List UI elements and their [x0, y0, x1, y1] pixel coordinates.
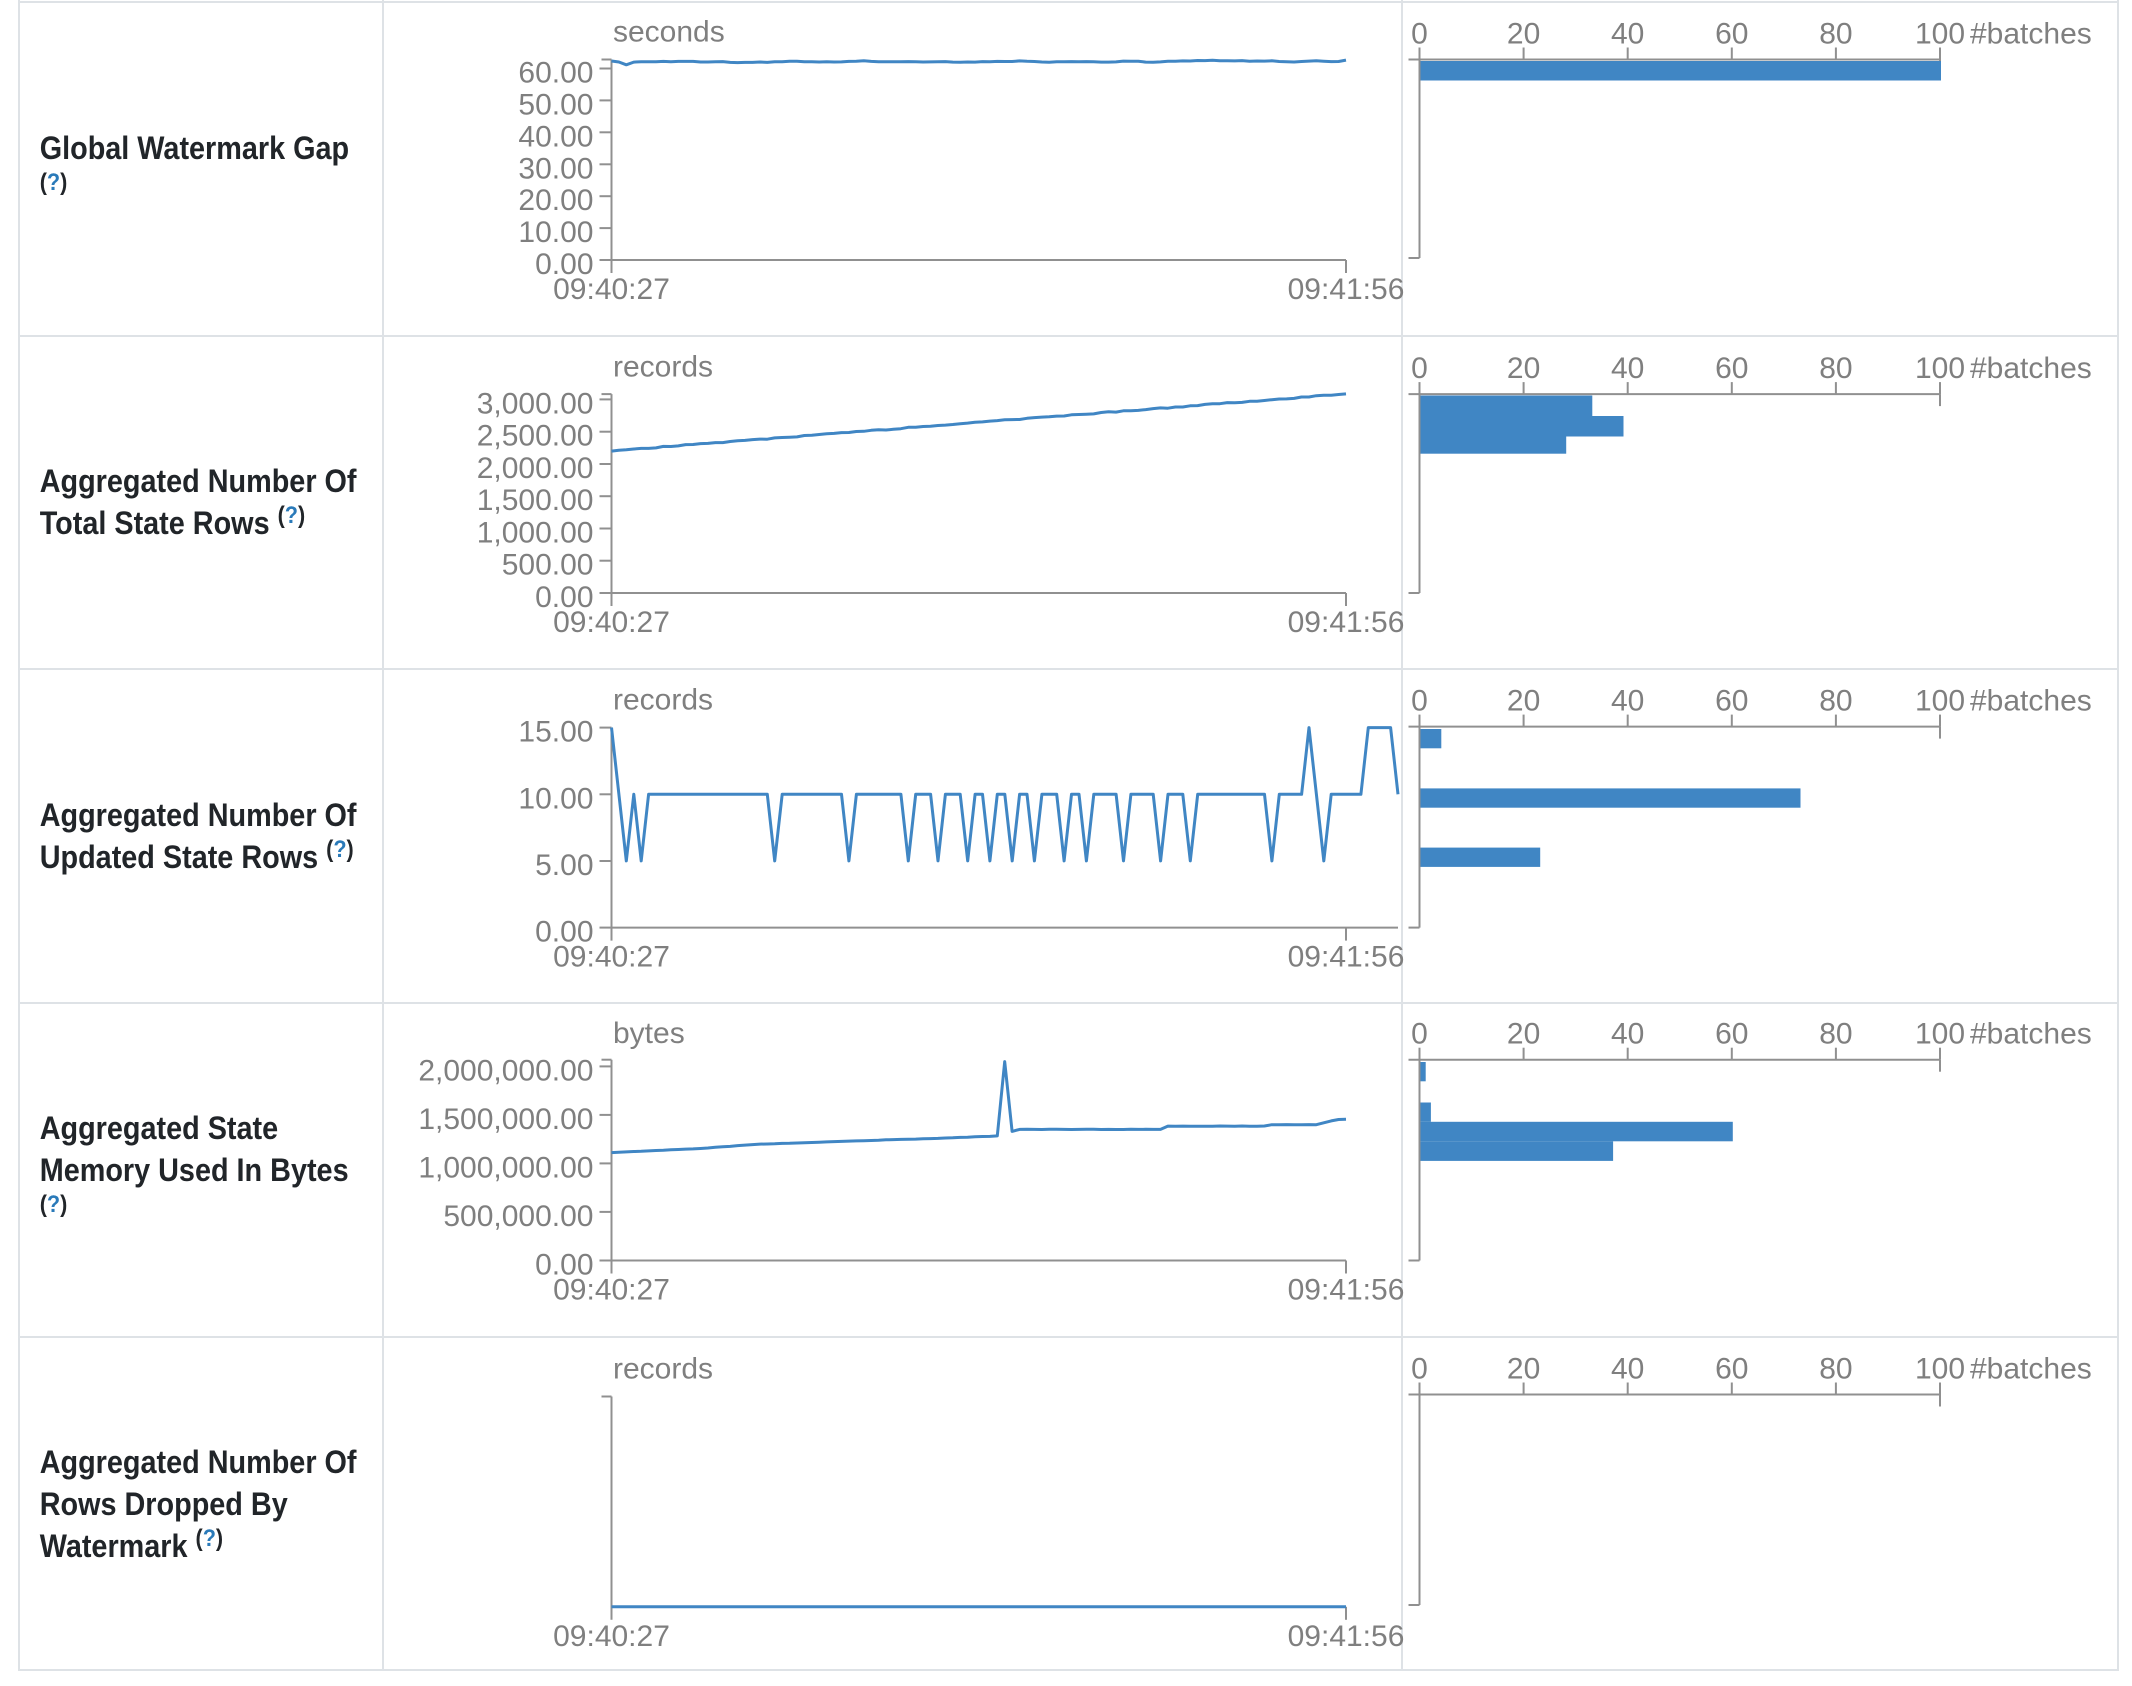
svg-text:100: 100 [1915, 1353, 1965, 1386]
svg-text:#batches: #batches [1970, 18, 2092, 51]
svg-text:0: 0 [1411, 1353, 1428, 1386]
svg-text:15.00: 15.00 [518, 716, 593, 749]
svg-text:09:40:27: 09:40:27 [553, 1620, 670, 1653]
svg-text:60: 60 [1715, 18, 1748, 51]
svg-text:2,000.00: 2,000.00 [477, 452, 594, 485]
svg-text:09:40:27: 09:40:27 [553, 1274, 670, 1307]
svg-text:0.00: 0.00 [535, 1249, 593, 1282]
svg-text:60: 60 [1715, 685, 1748, 718]
svg-text:09:41:56: 09:41:56 [1288, 1620, 1405, 1653]
svg-text:10.00: 10.00 [518, 782, 593, 815]
svg-text:09:41:56: 09:41:56 [1288, 941, 1405, 974]
svg-text:bytes: bytes [613, 1017, 685, 1050]
svg-text:0.00: 0.00 [535, 581, 593, 614]
svg-text:0.00: 0.00 [535, 248, 593, 281]
svg-text:100: 100 [1915, 18, 1965, 51]
svg-text:0: 0 [1411, 18, 1428, 51]
svg-text:records: records [613, 684, 713, 717]
svg-text:80: 80 [1819, 1353, 1852, 1386]
svg-text:60: 60 [1715, 1353, 1748, 1386]
svg-text:500,000.00: 500,000.00 [443, 1200, 593, 1233]
svg-text:100: 100 [1915, 352, 1965, 385]
svg-text:20: 20 [1507, 352, 1540, 385]
svg-text:1,000.00: 1,000.00 [477, 517, 594, 550]
svg-text:1,500.00: 1,500.00 [477, 484, 594, 517]
svg-text:#batches: #batches [1970, 685, 2092, 718]
svg-text:100: 100 [1915, 1018, 1965, 1051]
svg-text:1,000,000.00: 1,000,000.00 [418, 1151, 593, 1184]
svg-text:0: 0 [1411, 352, 1428, 385]
svg-text:5.00: 5.00 [535, 849, 593, 882]
svg-text:09:41:56: 09:41:56 [1288, 1274, 1405, 1307]
svg-text:50.00: 50.00 [518, 88, 593, 121]
svg-text:09:41:56: 09:41:56 [1288, 273, 1405, 306]
svg-text:80: 80 [1819, 685, 1852, 718]
svg-text:80: 80 [1819, 1018, 1852, 1051]
svg-text:20: 20 [1507, 1353, 1540, 1386]
svg-text:60: 60 [1715, 352, 1748, 385]
svg-text:#batches: #batches [1970, 1018, 2092, 1051]
svg-text:60.00: 60.00 [518, 57, 593, 90]
svg-text:40: 40 [1611, 352, 1644, 385]
svg-text:40: 40 [1611, 18, 1644, 51]
svg-text:09:40:27: 09:40:27 [553, 606, 670, 639]
svg-text:40: 40 [1611, 1353, 1644, 1386]
svg-text:20: 20 [1507, 1018, 1540, 1051]
svg-text:500.00: 500.00 [502, 549, 594, 582]
svg-text:#batches: #batches [1970, 352, 2092, 385]
svg-text:20.00: 20.00 [518, 184, 593, 217]
svg-text:seconds: seconds [613, 16, 725, 49]
svg-text:10.00: 10.00 [518, 216, 593, 249]
svg-text:09:40:27: 09:40:27 [553, 273, 670, 306]
svg-text:80: 80 [1819, 18, 1852, 51]
svg-text:40.00: 40.00 [518, 120, 593, 153]
svg-text:2,000,000.00: 2,000,000.00 [418, 1054, 593, 1087]
svg-text:40: 40 [1611, 685, 1644, 718]
svg-text:0.00: 0.00 [535, 916, 593, 949]
svg-text:80: 80 [1819, 352, 1852, 385]
svg-text:#batches: #batches [1970, 1353, 2092, 1386]
svg-text:3,000.00: 3,000.00 [477, 387, 594, 420]
svg-text:records: records [613, 1353, 713, 1386]
svg-text:60: 60 [1715, 1018, 1748, 1051]
svg-text:30.00: 30.00 [518, 152, 593, 185]
svg-text:09:40:27: 09:40:27 [553, 941, 670, 974]
svg-text:1,500,000.00: 1,500,000.00 [418, 1103, 593, 1136]
svg-text:records: records [613, 351, 713, 384]
svg-text:0: 0 [1411, 685, 1428, 718]
svg-text:2,500.00: 2,500.00 [477, 420, 594, 453]
svg-text:20: 20 [1507, 18, 1540, 51]
svg-text:09:41:56: 09:41:56 [1288, 606, 1405, 639]
svg-text:0: 0 [1411, 1018, 1428, 1051]
svg-text:20: 20 [1507, 685, 1540, 718]
svg-text:40: 40 [1611, 1018, 1644, 1051]
svg-text:100: 100 [1915, 685, 1965, 718]
